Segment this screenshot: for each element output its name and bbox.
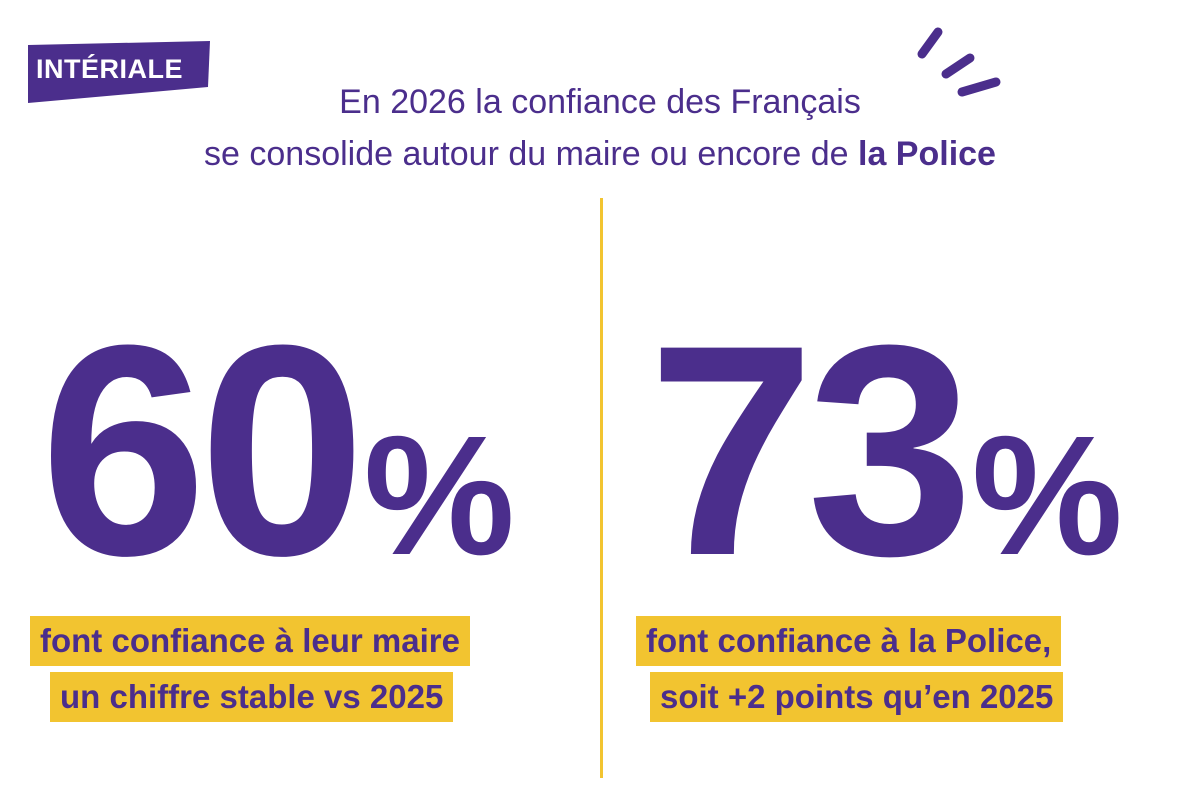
brand-logo: INTÉRIALE	[28, 41, 210, 103]
caption-police: font confiance à la Police, soit +2 poin…	[636, 616, 1064, 728]
caption-mayor-line-1: font confiance à leur maire	[30, 616, 470, 666]
column-divider	[600, 198, 603, 778]
sparkle-strokes-icon	[917, 27, 1001, 97]
stat-mayor-unit: %	[363, 401, 515, 591]
logo-badge-shape	[28, 41, 210, 103]
headline: En 2026 la confiance des Français se con…	[0, 76, 1200, 180]
stat-police: 73%	[648, 300, 1123, 600]
stat-police-value: 73	[648, 282, 974, 618]
caption-mayor: font confiance à leur maire un chiffre s…	[30, 616, 470, 728]
headline-line-2-text: se consolide autour du maire ou encore d…	[204, 135, 858, 173]
headline-line-2: se consolide autour du maire ou encore d…	[0, 128, 1200, 180]
caption-mayor-line-2: un chiffre stable vs 2025	[50, 672, 454, 722]
stat-mayor-value: 60	[40, 282, 366, 618]
headline-line-1: En 2026 la confiance des Français	[339, 83, 861, 121]
logo-text: INTÉRIALE	[36, 54, 184, 84]
caption-police-line-2: soit +2 points qu’en 2025	[650, 672, 1064, 722]
caption-police-line-1: font confiance à la Police,	[636, 616, 1062, 666]
headline-line-2-bold: la Police	[858, 135, 996, 173]
stat-police-unit: %	[971, 401, 1123, 591]
stat-mayor: 60%	[40, 300, 515, 600]
